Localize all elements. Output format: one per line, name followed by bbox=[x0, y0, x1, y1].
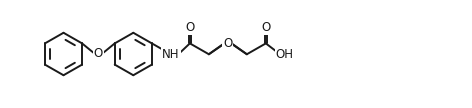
Text: O: O bbox=[223, 37, 233, 50]
Text: OH: OH bbox=[276, 48, 294, 61]
Text: O: O bbox=[185, 21, 194, 34]
Text: NH: NH bbox=[162, 48, 180, 61]
Text: O: O bbox=[261, 21, 270, 34]
Text: O: O bbox=[94, 48, 103, 60]
